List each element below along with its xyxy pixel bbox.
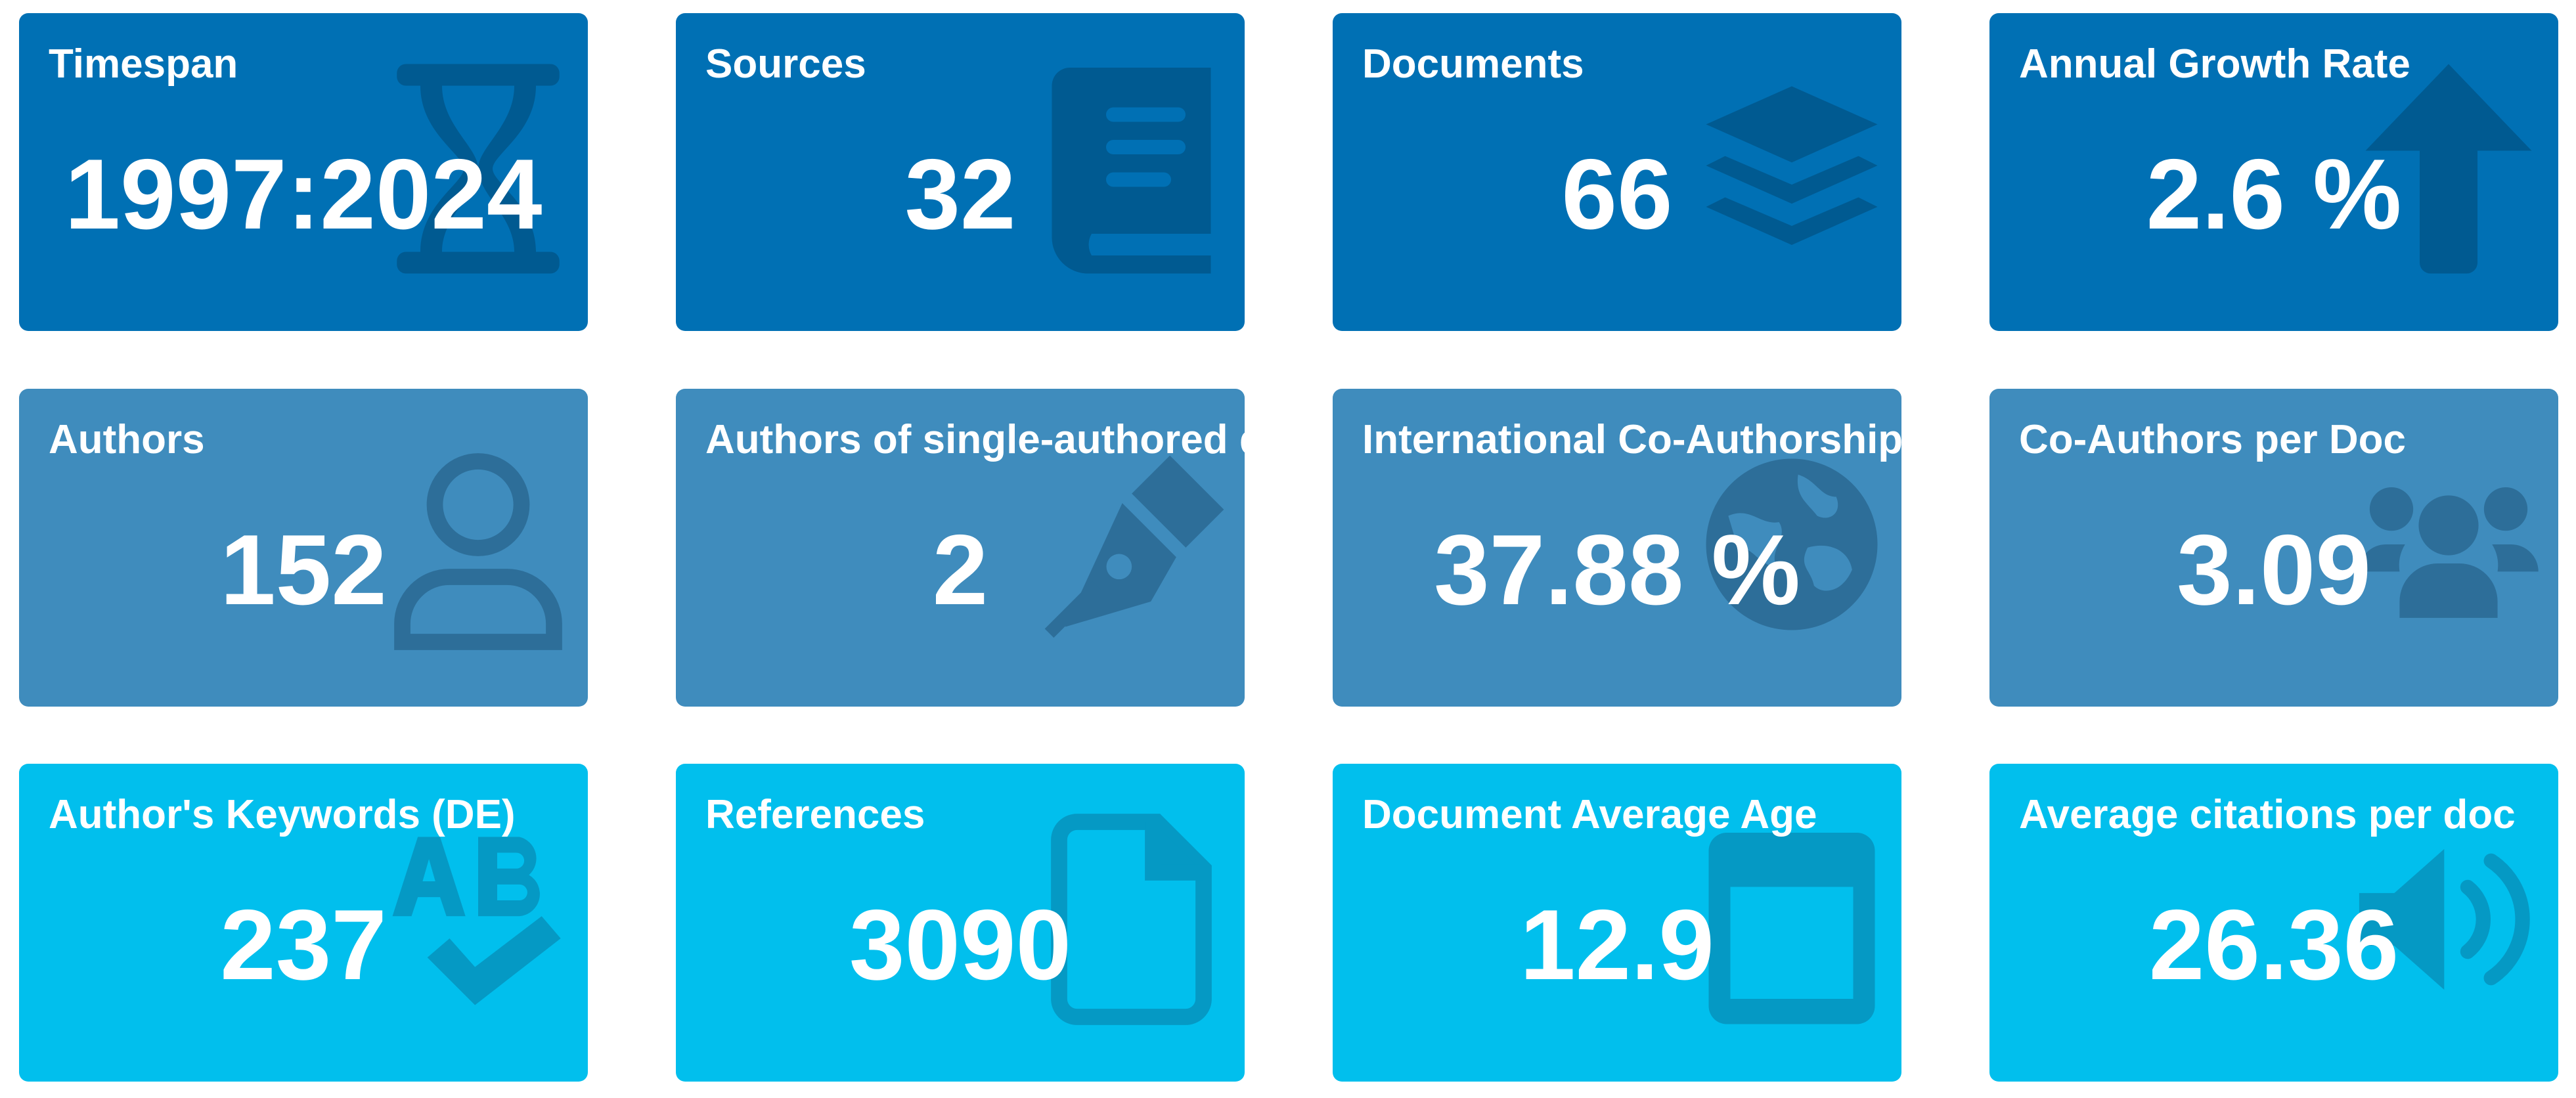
layer-group-icon <box>1697 60 1887 277</box>
box-label: References <box>705 793 925 837</box>
box-label: Document Average Age <box>1362 793 1817 837</box>
hourglass-icon <box>383 60 573 277</box>
document-average-age-box: Document Average Age 12.9 <box>1333 764 1901 1082</box>
coauthors-per-doc-box: Co-Authors per Doc 3.09 <box>1989 389 2558 707</box>
box-value: 152 <box>220 514 387 626</box>
box-label: Annual Growth Rate <box>2019 42 2410 87</box>
box-label: Average citations per doc <box>2019 793 2516 837</box>
box-label: Sources <box>705 42 866 87</box>
box-value: 3090 <box>849 889 1072 1001</box>
box-label: Authors of single-authored docs <box>705 418 1245 462</box>
user-icon <box>383 436 573 653</box>
timespan-box: Timespan 1997:2024 <box>19 13 588 331</box>
box-value: 1997:2024 <box>64 139 543 250</box>
single-author-docs-box: Authors of single-authored docs 2 <box>676 389 1245 707</box>
calendar-icon <box>1697 811 1887 1028</box>
box-label: Co-Authors per Doc <box>2019 418 2406 462</box>
users-icon <box>2353 436 2544 653</box>
arrow-up-icon <box>2353 60 2544 277</box>
box-label: Authors <box>49 418 205 462</box>
annual-growth-rate-box: Annual Growth Rate 2.6 % <box>1989 13 2558 331</box>
box-value: 37.88 % <box>1434 514 1800 626</box>
volume-icon <box>2353 811 2544 1028</box>
box-label: International Co-Authorship <box>1362 418 1901 462</box>
box-value: 2 <box>932 514 988 626</box>
authors-box: Authors 152 <box>19 389 588 707</box>
average-citations-box: Average citations per doc 26.36 <box>1989 764 2558 1082</box>
box-value: 2.6 % <box>2146 139 2402 250</box>
file-icon <box>1040 811 1230 1028</box>
box-label: Author's Keywords (DE) <box>49 793 516 837</box>
box-label: Timespan <box>49 42 238 87</box>
box-value: 32 <box>904 139 1016 250</box>
box-value: 66 <box>1561 139 1673 250</box>
international-coauthorship-box: International Co-Authorship 37.88 % <box>1333 389 1901 707</box>
box-value: 12.9 <box>1520 889 1714 1001</box>
spell-check-icon <box>383 811 573 1028</box>
references-box: References 3090 <box>676 764 1245 1082</box>
pen-nib-icon <box>1040 436 1230 653</box>
sources-box: Sources 32 <box>676 13 1245 331</box>
globe-icon <box>1697 436 1887 653</box>
box-value: 237 <box>220 889 387 1001</box>
box-label: Documents <box>1362 42 1584 87</box>
documents-box: Documents 66 <box>1333 13 1901 331</box>
box-value: 3.09 <box>2177 514 2371 626</box>
box-value: 26.36 <box>2148 889 2399 1001</box>
book-icon <box>1040 60 1230 277</box>
authors-keywords-box: Author's Keywords (DE) 237 <box>19 764 588 1082</box>
